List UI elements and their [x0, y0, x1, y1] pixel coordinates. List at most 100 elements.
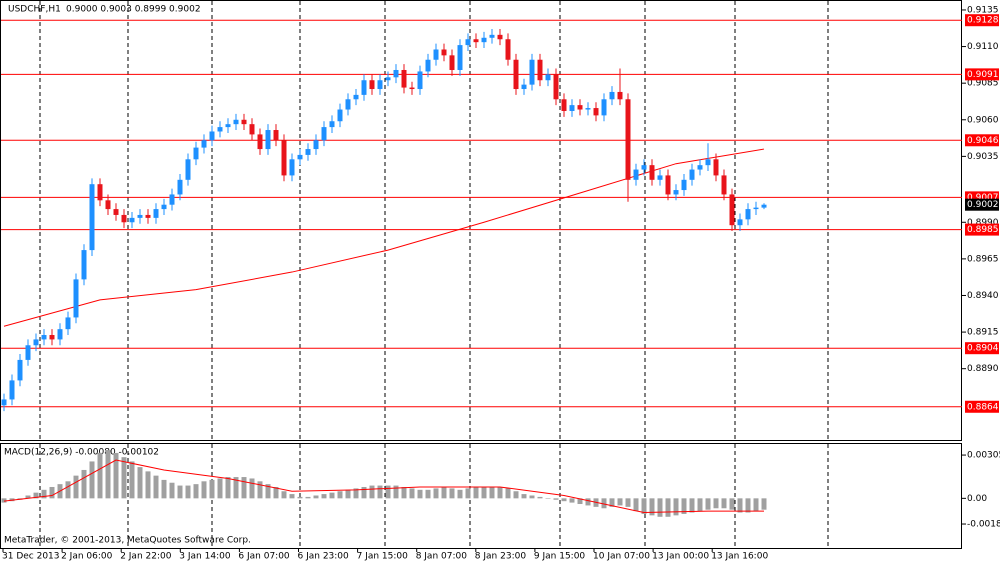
- level-box: [965, 134, 999, 147]
- macd-label: MACD(12,26,9) -0.00080 -0.00102: [4, 448, 159, 458]
- macd-bar: [185, 485, 191, 499]
- x-tick-label: 6 Jan 07:00: [238, 552, 290, 562]
- macd-bar: [217, 478, 223, 499]
- candle-body: [17, 359, 23, 381]
- macd-bar: [737, 498, 743, 513]
- candle-body: [649, 165, 655, 180]
- macd-bar: [681, 498, 687, 514]
- macd-bar: [249, 478, 255, 499]
- candle-body: [601, 99, 607, 116]
- candle-body: [185, 159, 191, 180]
- macd-bar: [177, 485, 183, 499]
- macd-bar: [33, 492, 39, 499]
- candle-body: [697, 165, 703, 170]
- x-tick-label: 2 Jan 06:00: [61, 552, 113, 562]
- candle-body: [137, 214, 143, 218]
- macd-bar: [265, 484, 271, 499]
- macd-bar: [649, 498, 655, 516]
- candle-body: [585, 108, 591, 110]
- candle-body: [441, 49, 447, 56]
- candle-body: [25, 345, 31, 360]
- macd-bar: [193, 484, 199, 499]
- macd-bar: [497, 486, 503, 499]
- candle-body: [49, 335, 55, 340]
- candle-body: [409, 87, 415, 90]
- candle-body: [513, 59, 519, 90]
- macd-bar: [281, 491, 287, 499]
- level-box: [965, 14, 999, 27]
- macd-bar: [537, 496, 543, 499]
- level-label: 0.9091: [967, 70, 999, 80]
- macd-bar: [705, 498, 711, 510]
- candle-body: [297, 154, 303, 160]
- macd-bar: [153, 475, 159, 499]
- candle-body: [457, 45, 463, 70]
- macd-frame: [0, 443, 962, 549]
- macd-bar: [433, 488, 439, 499]
- macd-bar: [481, 486, 487, 499]
- macd-bar: [25, 495, 31, 499]
- candle-body: [529, 59, 535, 85]
- candle-body: [569, 105, 575, 111]
- macd-bar: [673, 498, 679, 516]
- candle-body: [425, 59, 431, 72]
- macd-bar: [569, 498, 575, 503]
- candle-body: [129, 217, 135, 223]
- candle-body: [289, 159, 295, 176]
- macd-bar: [145, 471, 151, 499]
- y-tick-label: 0.8915: [967, 328, 999, 338]
- x-tick-label: 8 Jan 23:00: [475, 552, 527, 562]
- macd-bar: [713, 498, 719, 509]
- x-tick-label: 13 Jan 00:00: [652, 552, 709, 562]
- macd-bar: [41, 489, 47, 499]
- candle-body: [641, 165, 647, 170]
- copyright: MetaTrader, © 2001-2013, MetaQuotes Soft…: [4, 536, 251, 546]
- macd-bar: [49, 486, 55, 499]
- macd-bar: [297, 496, 303, 499]
- y-tick-label: 0.9060: [967, 115, 999, 125]
- candle-body: [241, 119, 247, 125]
- candle-body: [105, 200, 111, 210]
- x-tick-label: 7 Jan 15:00: [357, 552, 409, 562]
- macd-bar: [289, 494, 295, 499]
- candle-body: [217, 127, 223, 132]
- level-label: 0.8864: [967, 402, 999, 412]
- level-label: 0.8985: [967, 225, 999, 235]
- candle-body: [65, 317, 71, 330]
- level-label: 0.9128: [967, 16, 999, 26]
- candle-body: [33, 339, 39, 346]
- price-box: [965, 198, 999, 211]
- y-tick-label: 0.8990: [967, 218, 999, 228]
- y-tick-label: 0.8890: [967, 364, 999, 374]
- macd-bar: [81, 469, 87, 499]
- macd-bar: [89, 461, 95, 499]
- macd-signal: [3, 459, 764, 514]
- candle-body: [729, 194, 735, 226]
- candle-body: [481, 37, 487, 43]
- candle-body: [393, 69, 399, 78]
- candle-body: [377, 80, 383, 90]
- candle-body: [361, 80, 367, 95]
- candle-body: [81, 250, 87, 280]
- candle-body: [537, 59, 543, 81]
- candle-body: [41, 335, 47, 340]
- macd-bar: [665, 498, 671, 517]
- candle-body: [521, 84, 527, 90]
- candle-body: [273, 130, 279, 141]
- candle-body: [433, 49, 439, 60]
- macd-bar: [489, 486, 495, 499]
- macd-bar: [209, 479, 215, 499]
- candle-body: [249, 124, 255, 135]
- candle-body: [385, 77, 391, 81]
- candle-body: [561, 99, 567, 111]
- macd-bar: [161, 479, 167, 499]
- candle-body: [505, 39, 511, 60]
- x-tick-label: 10 Jan 07:00: [593, 552, 650, 562]
- macd-bar: [609, 498, 615, 507]
- candle-body: [745, 209, 751, 220]
- macd-bar: [385, 485, 391, 499]
- macd-bar: [1, 498, 7, 503]
- macd-bar: [521, 494, 527, 499]
- candle-body: [713, 159, 719, 176]
